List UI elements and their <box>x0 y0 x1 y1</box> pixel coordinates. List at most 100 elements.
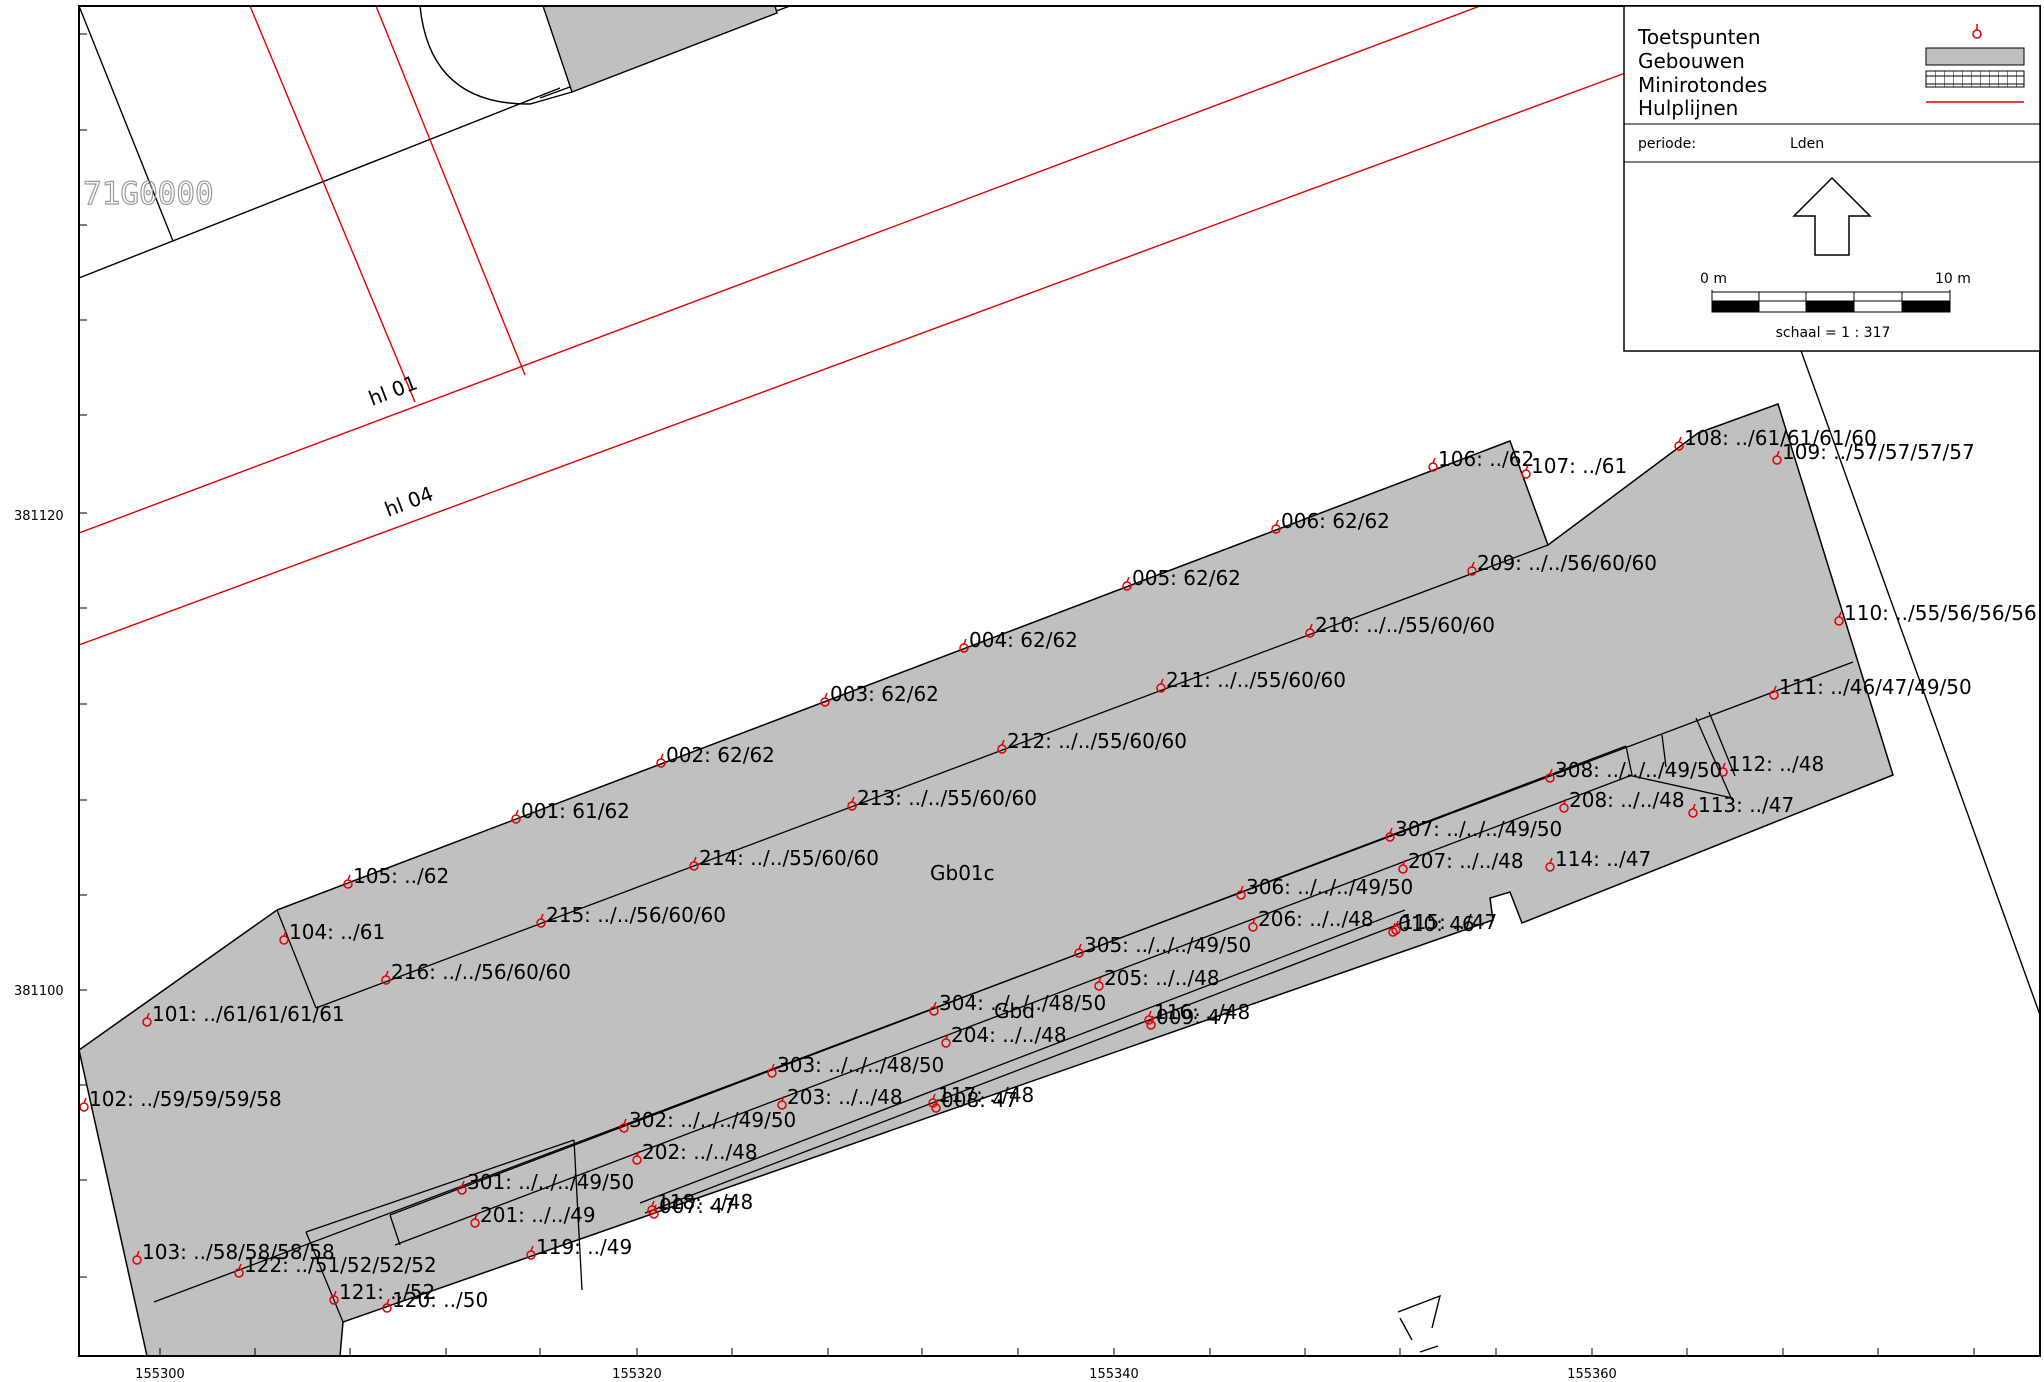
test-point-tick <box>1001 739 1005 746</box>
test-point-label: 201: ../../49 <box>480 1203 596 1227</box>
test-point: 010: 46 <box>1388 912 1475 937</box>
test-point: 308: ../../../49/50 <box>1545 758 1722 783</box>
test-point-label: 008: 47 <box>941 1088 1018 1112</box>
test-point-label: 110: ../55/56/56/56 <box>1844 601 2037 625</box>
test-point-label: 307: ../../../49/50 <box>1395 817 1562 841</box>
test-point-label: 002: 62/62 <box>666 743 775 767</box>
hatched-swatch <box>1925 70 2025 88</box>
test-point-tick <box>781 1095 785 1102</box>
test-point-label: 306: ../../../49/50 <box>1246 875 1413 899</box>
periode-label: periode: <box>1638 136 1696 152</box>
test-point-tick <box>83 1097 87 1104</box>
helper-line-label-hl01: hl 01 <box>365 370 420 410</box>
scale-start-label: 0 m <box>1700 271 1727 287</box>
test-point-tick <box>1549 768 1553 775</box>
test-point-tick <box>474 1213 478 1220</box>
test-point: 212: ../../55/60/60 <box>997 729 1187 754</box>
helper-lines <box>79 6 1629 646</box>
test-point-label: 118: ../48 <box>657 1190 753 1214</box>
test-point-tick <box>1525 464 1529 471</box>
test-point-label: 107: ../61 <box>1531 454 1627 478</box>
test-point: 113: ../47 <box>1688 793 1794 818</box>
test-point: 115: ../47 <box>1391 910 1497 935</box>
test-point: 007: 47 <box>649 1194 736 1219</box>
test-point: 106: ../62 <box>1428 447 1534 472</box>
test-point: 118: ../48 <box>647 1190 753 1215</box>
scale-text: schaal = 1 : 317 <box>1776 325 1891 341</box>
test-point-label: 215: ../../56/60/60 <box>546 903 726 927</box>
test-point: 105: ../62 <box>343 864 449 889</box>
test-point-tick <box>1126 576 1130 583</box>
test-point: 122: ../51/52/52/52 <box>234 1253 437 1278</box>
test-point-tick <box>824 692 828 699</box>
test-point: 201: ../../49 <box>470 1203 596 1228</box>
test-point-label: 115: ../47 <box>1401 910 1497 934</box>
test-point-label: 205: ../../48 <box>1104 966 1220 990</box>
test-point: 210: ../../55/60/60 <box>1305 613 1495 638</box>
north-arrow-icon <box>1792 176 1872 256</box>
test-point-tick <box>333 1290 337 1297</box>
test-point-tick <box>1275 519 1279 526</box>
test-point-tick <box>945 1033 949 1040</box>
test-point: 008: 47 <box>931 1088 1018 1113</box>
test-point-tick <box>1432 457 1436 464</box>
test-point-tick <box>660 753 664 760</box>
test-point-label: 112: ../48 <box>1728 752 1824 776</box>
test-point: 004: 62/62 <box>959 628 1078 653</box>
x-tick-label: 155360 <box>1567 1367 1617 1382</box>
legend-label-gebouwen: Gebouwen <box>1638 49 1745 73</box>
test-point-tick <box>461 1180 465 1187</box>
test-point-tick <box>1240 885 1244 892</box>
test-point: 305: ../../../49/50 <box>1074 933 1251 958</box>
test-point: 205: ../../48 <box>1094 966 1220 991</box>
test-point-label: 006: 62/62 <box>1281 509 1390 533</box>
test-point-label: 207: ../../48 <box>1408 849 1524 873</box>
test-point: 103: ../58/58/58/58 <box>132 1240 335 1265</box>
test-point-tick <box>933 1001 937 1008</box>
test-point: 202: ../../48 <box>632 1140 758 1165</box>
test-point: 207: ../../48 <box>1398 849 1524 874</box>
x-tick-label: 155320 <box>612 1367 662 1382</box>
test-point: 108: ../61/61/61/60 <box>1674 426 1877 451</box>
test-point: 303: ../../../48/50 <box>767 1053 944 1078</box>
test-point: 117: ../48 <box>928 1083 1034 1108</box>
test-point-label: 122: ../51/52/52/52 <box>244 1253 437 1277</box>
test-point-label: 212: ../../55/60/60 <box>1007 729 1187 753</box>
test-point-tick <box>771 1063 775 1070</box>
test-point-label: 202: ../../48 <box>642 1140 758 1164</box>
test-point-tick <box>1563 798 1567 805</box>
test-point: 002: 62/62 <box>656 743 775 768</box>
test-point: 120: ../50 <box>382 1288 488 1313</box>
test-point-label: 206: ../../48 <box>1258 907 1374 931</box>
test-point-tick <box>963 638 967 645</box>
scale-end-label: 10 m <box>1935 271 1971 287</box>
map-frame <box>78 5 2041 1357</box>
test-point-tick <box>1150 1015 1154 1022</box>
test-point-label: 114: ../47 <box>1555 847 1651 871</box>
test-point-tick <box>1402 859 1406 866</box>
legend-label-hulplijnen: Hulplijnen <box>1638 96 1738 120</box>
point-icon <box>1972 24 1982 39</box>
test-point-tick <box>146 1012 150 1019</box>
test-point: 213: ../../55/60/60 <box>847 786 1037 811</box>
test-point: 215: ../../56/60/60 <box>536 903 726 928</box>
test-point: 006: 62/62 <box>1271 509 1390 534</box>
test-point: 206: ../../48 <box>1248 907 1374 932</box>
test-point: 001: 61/62 <box>511 799 630 824</box>
test-point: 304: ../../../48/50 <box>929 991 1106 1016</box>
test-point: 302: ../../../49/50 <box>619 1108 796 1133</box>
test-point: 114: ../47 <box>1545 847 1651 872</box>
test-point-tick <box>1309 623 1313 630</box>
test-point: 214: ../../55/60/60 <box>689 846 879 871</box>
test-point: 109: ../57/57/57/57 <box>1772 440 1975 465</box>
legend: Toetspunten Gebouwen Minirotondes Hulpli… <box>1623 5 2041 352</box>
test-point-label: 204: ../../48 <box>951 1023 1067 1047</box>
test-point-label: 101: ../61/61/61/61 <box>152 1002 345 1026</box>
test-point-label: 121: ../52 <box>339 1280 435 1304</box>
test-point-tick <box>1692 803 1696 810</box>
test-point-label: 010: 46 <box>1398 912 1475 936</box>
test-point-label: 209: ../../56/60/60 <box>1477 551 1657 575</box>
test-point-label: 116: ../48 <box>1154 1000 1250 1024</box>
test-point: 102: ../59/59/59/58 <box>79 1087 282 1112</box>
test-point-label: 109: ../57/57/57/57 <box>1782 440 1975 464</box>
